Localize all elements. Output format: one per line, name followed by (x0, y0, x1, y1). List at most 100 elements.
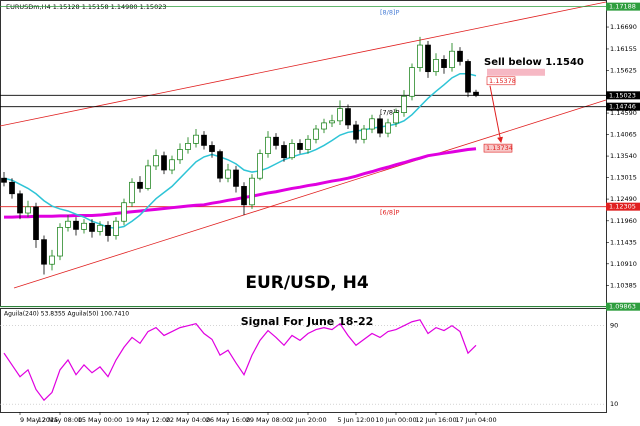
level-tag (606, 91, 640, 100)
y-tick-label: 1.15625 (610, 67, 637, 75)
sell-zone (487, 68, 545, 76)
x-tick-label: 12 Jun 16:00 (415, 416, 456, 424)
candle-body (353, 124, 359, 140)
candle-body (337, 108, 343, 122)
candle-body (185, 143, 191, 150)
indicator-line (3, 319, 477, 402)
candle-body (361, 128, 367, 140)
indicator-panel (0, 308, 607, 413)
candle-body (457, 50, 463, 62)
octave-label: [7/8]P (380, 109, 400, 117)
entry-label: 1.15378 (489, 77, 516, 85)
candle-body (25, 206, 31, 214)
candle-body (137, 181, 143, 189)
candle-body (169, 159, 175, 171)
candle-body (225, 169, 231, 179)
entry-tag (486, 76, 516, 86)
candle-body (249, 177, 255, 206)
x-tick-label: 26 May 16:00 (206, 416, 251, 424)
level-label: 1.15023 (609, 91, 636, 99)
indicator-tick-label: 10 (610, 400, 618, 408)
candle-body (153, 155, 159, 167)
candle-body (417, 44, 423, 68)
candle-body (473, 91, 479, 96)
level-label: 1.09863 (609, 303, 636, 311)
candle-body (401, 95, 407, 114)
candle-body (105, 224, 111, 236)
candle-body (385, 122, 391, 134)
level-label: 1.17188 (609, 3, 636, 11)
candle-body (81, 222, 87, 230)
candle-body (89, 222, 95, 232)
candle-body (441, 59, 447, 68)
candle-body (17, 193, 23, 214)
level-tag (606, 302, 640, 311)
x-tick-label: 9 May 2025 (20, 416, 58, 424)
x-tick-label: 5 Jun 12:00 (337, 416, 374, 424)
candle-body (145, 165, 151, 189)
channel-lower (13, 99, 607, 289)
candle-body (409, 67, 415, 97)
candle-body (377, 118, 383, 134)
candle-body (73, 220, 79, 230)
x-tick-label: 12 May 08:00 (38, 416, 83, 424)
y-tick-label: 1.14065 (610, 131, 637, 139)
y-tick-label: 1.10910 (610, 260, 637, 268)
chart-subtitle: Signal For June 18-22 (241, 315, 374, 328)
indicator-tick-label: 90 (610, 322, 618, 330)
candle-body (233, 169, 239, 187)
candle-body (393, 112, 399, 124)
candle-body (305, 138, 311, 150)
candle-body (345, 108, 351, 126)
candle-body (241, 186, 247, 206)
candle-body (1, 177, 7, 183)
x-tick-label: 2 Jun 20:00 (289, 416, 326, 424)
candle-body (289, 143, 295, 159)
candle-body (129, 181, 135, 204)
x-tick-label: 29 May 08:00 (246, 416, 291, 424)
candle-body (217, 151, 223, 179)
candle-body (369, 118, 375, 130)
candle-body (297, 143, 303, 150)
target-tag (483, 143, 513, 153)
candle-body (33, 206, 39, 240)
level-tag (606, 202, 640, 211)
candle-body (257, 153, 263, 179)
indicator-title: Aguila(240) 53.8355 Aguila(50) 100.7410 (4, 311, 129, 318)
candle-body (57, 226, 63, 257)
y-tick-label: 1.11435 (610, 238, 637, 246)
y-tick-label: 1.16155 (610, 45, 637, 53)
candle-body (97, 224, 103, 232)
candle-body (9, 181, 15, 195)
candle-body (65, 220, 71, 228)
y-tick-label: 1.13015 (610, 174, 637, 182)
candle-body (41, 239, 47, 265)
candle-body (113, 220, 119, 236)
candle-body (265, 136, 271, 154)
candle-body (321, 122, 327, 130)
candle-body (177, 149, 183, 161)
x-tick-label: 19 May 12:00 (126, 416, 171, 424)
candle-body (193, 134, 199, 144)
annotation: Sell below 1.1540 (484, 57, 584, 68)
chart-title: EUR/USD, H4 (245, 273, 368, 293)
channel-upper (0, 1, 607, 127)
candle-body (425, 44, 431, 73)
candle-body (209, 145, 215, 152)
level-tag (606, 102, 640, 111)
octave-label: [8/8]P (380, 9, 400, 17)
y-tick-label: 1.14590 (610, 109, 637, 117)
target-label: 1.13734 (486, 144, 513, 152)
candle-body (161, 155, 167, 171)
level-label: 1.14746 (609, 103, 636, 111)
y-tick-label: 1.11960 (610, 217, 637, 225)
candle-body (201, 134, 207, 146)
candle-body (273, 136, 279, 146)
x-tick-label: 15 May 00:00 (78, 416, 123, 424)
candle-body (465, 61, 471, 93)
level-tag (606, 2, 640, 11)
candle-body (281, 145, 287, 159)
candle-body (49, 255, 55, 265)
candle-body (449, 50, 455, 68)
